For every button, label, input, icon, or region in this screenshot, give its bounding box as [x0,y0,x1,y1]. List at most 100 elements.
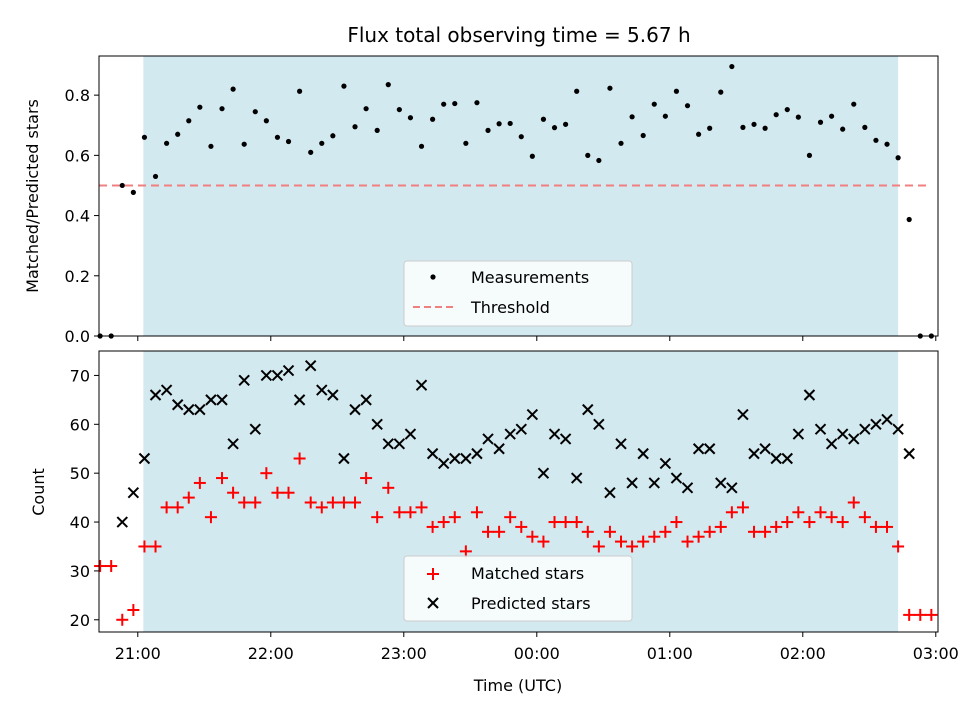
predicted-star-point [426,447,439,460]
predicted-star-point [338,452,350,465]
predicted-star-point [792,428,805,440]
y-tick-label: 0.2 [65,267,90,286]
bottom-legend: Matched stars Predicted stars [403,555,633,622]
predicted-star-point [293,394,306,406]
predicted-star-point [604,487,616,499]
predicted-star-point [759,443,771,455]
x-tick-label: 02:00 [780,644,826,663]
predicted-star-point [493,443,505,455]
y-tick-label: 60 [70,415,90,434]
matched-star-point [892,540,905,553]
predicted-star-point [626,477,638,489]
legend-measurements-marker [430,274,436,280]
measurement-point [563,121,569,127]
measurement-point [219,106,225,112]
matched-star-point [869,520,882,533]
predicted-star-point [526,408,539,421]
matched-star-point [526,530,539,543]
predicted-star-point [548,428,561,440]
predicted-star-point [116,516,128,528]
predicted-star-point [648,477,660,489]
x-tick-label: 03:00 [913,644,959,663]
predicted-star-point [160,384,173,396]
measurement-point [895,155,901,161]
predicted-star-point [504,428,516,440]
measurement-point [718,89,724,95]
predicted-star-point [482,433,494,445]
measurement-point [707,125,713,131]
measurement-point [474,100,480,106]
matched-star-point [603,525,616,538]
matched-star-point [925,608,938,621]
matched-star-point [592,540,605,553]
predicted-star-point [304,359,317,372]
top-axes-frame [98,55,939,337]
matched-star-point [116,613,129,626]
measurement-point [430,116,436,122]
measurement-point [784,106,790,113]
predicted-star-point [670,472,683,484]
matched-star-point [260,467,273,480]
measurement-point [241,141,247,147]
predicted-star-point [327,389,339,401]
x-tick-label: 21:00 [115,644,161,663]
matched-star-point [171,501,184,514]
matched-star-point [504,511,517,524]
matched-star-point [814,506,827,519]
matched-star-point [736,501,749,514]
matched-star-point [482,525,495,538]
predicted-star-point [825,438,838,450]
measurement-point [729,63,735,70]
x-tick-label: 01:00 [647,644,693,663]
y-tick-label: 0.0 [65,327,90,346]
matched-star-point [692,530,705,543]
matched-star-point [781,516,794,529]
y-tick-label: 0.8 [65,86,90,105]
measurement-point [806,152,813,158]
predicted-star-point [316,384,328,396]
measurement-point [463,140,469,146]
predicted-star-point [570,472,583,484]
measurement-point [696,131,702,137]
measurement-point [795,114,801,120]
measurement-point [640,132,646,139]
matched-star-point [382,481,395,494]
predicted-star-point [393,438,406,450]
measurement-point [773,112,779,118]
matched-star-point [349,496,362,509]
matched-star-point [858,511,871,524]
matched-star-point [515,520,528,533]
measurement-point [873,137,879,143]
measurement-point [197,104,203,110]
predicted-star-point [681,482,694,494]
predicted-star-point [238,374,250,387]
matched-star-point [759,525,772,538]
matched-star-point [570,516,583,529]
measurement-point [164,140,170,146]
matched-star-point [271,486,284,499]
measurement-point [840,126,846,132]
measurement-point [396,106,402,113]
predicted-star-point [360,394,372,406]
predicted-star-point [471,447,483,460]
predicted-star-point [715,477,727,489]
matched-star-point [293,452,306,465]
predicted-star-point [770,452,782,465]
matched-star-point [149,540,162,553]
predicted-star-point [659,457,672,470]
measurement-point [618,140,624,146]
predicted-star-point [848,433,860,445]
x-tick-label: 22:00 [248,644,294,663]
y-tick-label: 50 [70,464,90,483]
predicted-star-point [870,418,882,431]
predicted-star-point [382,438,394,450]
predicted-star-point [171,399,184,411]
matched-star-point [249,496,262,509]
measurement-point [607,85,613,91]
predicted-star-point [282,364,295,377]
measurement-point [751,121,757,127]
matched-star-point [415,501,428,514]
top-legend: Measurements Threshold [403,260,633,327]
matched-star-point [337,496,350,509]
measurement-point [452,100,458,107]
